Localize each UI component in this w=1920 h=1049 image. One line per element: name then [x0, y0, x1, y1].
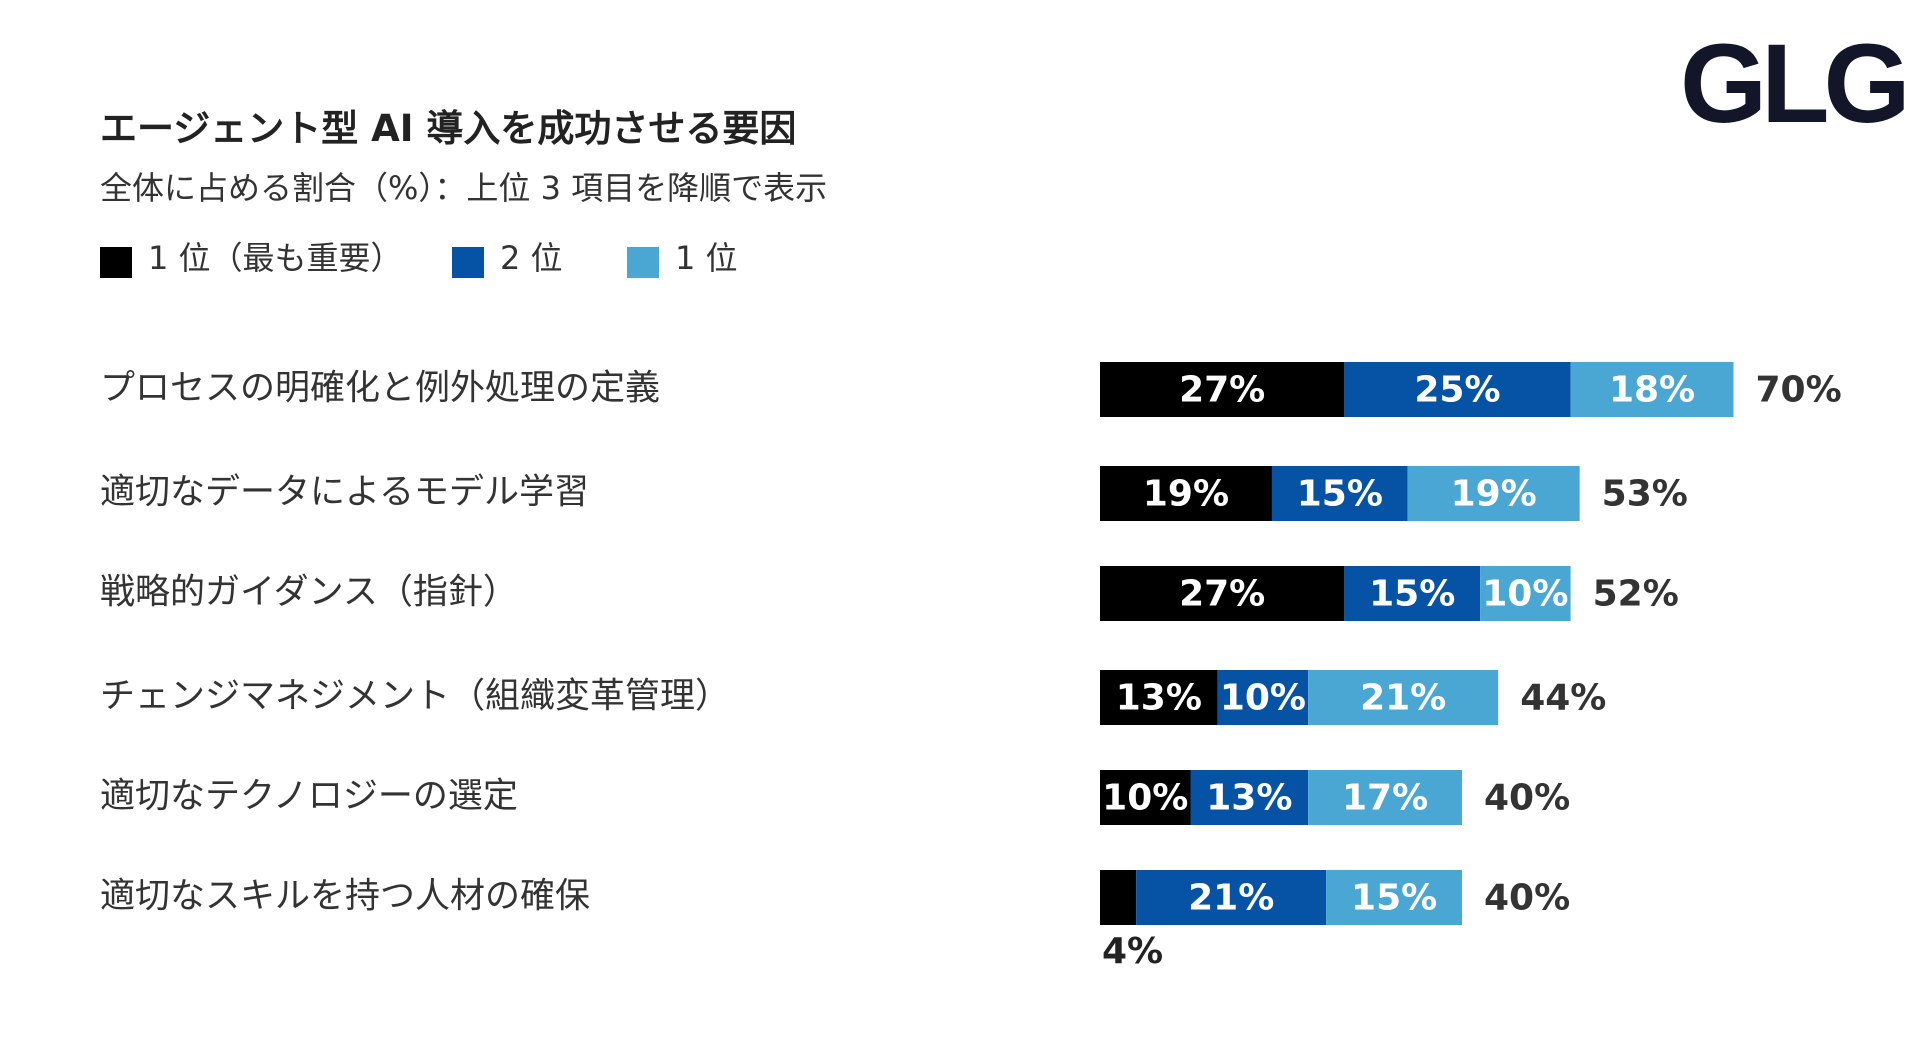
segment-value-label: 21% [1360, 678, 1446, 719]
segment-value-label: 10% [1482, 574, 1568, 615]
segment-value-label: 15% [1297, 474, 1383, 515]
bar-segment [1100, 770, 1191, 825]
segment-value-label: 17% [1342, 778, 1428, 819]
bar-segment [1100, 870, 1137, 925]
category-label: プロセスの明確化と例外処理の定義 [100, 369, 660, 409]
bar-segment [1344, 566, 1481, 621]
segment-value-label: 10% [1102, 778, 1188, 819]
chart-subtitle: 全体に占める割合（%）：上位 3 項目を降順で表示 [100, 169, 828, 207]
total-value-label: 53% [1602, 474, 1688, 515]
segment-value-label: 4% [1102, 931, 1163, 972]
bar-segment [1100, 466, 1272, 521]
category-label: 適切なスキルを持つ人材の確保 [100, 877, 590, 917]
segment-value-label: 27% [1179, 574, 1265, 615]
total-value-label: 70% [1756, 370, 1842, 411]
segment-value-label: 21% [1188, 878, 1274, 919]
total-value-label: 52% [1593, 574, 1679, 615]
segment-value-label: 13% [1206, 778, 1292, 819]
bar-segment [1190, 770, 1309, 825]
bar-segment [1407, 466, 1580, 521]
legend-swatch-rank2 [452, 247, 484, 278]
total-value-label: 40% [1484, 878, 1570, 919]
bar-segment [1100, 670, 1218, 725]
segment-value-label: 13% [1116, 678, 1202, 719]
segment-value-label: 19% [1451, 474, 1537, 515]
segment-value-label: 25% [1414, 370, 1500, 411]
legend-label-rank2: 2 位 [500, 239, 563, 277]
legend-label-rank1: 1 位（最も重要） [148, 239, 403, 277]
total-value-label: 40% [1484, 778, 1570, 819]
bar-segment [1100, 362, 1345, 417]
legend-label-rank3: 1 位 [675, 239, 738, 277]
bar-segment [1136, 870, 1327, 925]
category-label: 戦略的ガイダンス（指針） [100, 573, 518, 613]
bar-segment [1326, 870, 1462, 925]
bar-segment [1271, 466, 1408, 521]
legend-swatch-rank1 [100, 247, 132, 278]
category-label: チェンジマネジメント（組織変革管理） [100, 677, 730, 717]
glg-logo: GLG [1680, 21, 1911, 146]
segment-value-label: 10% [1220, 678, 1306, 719]
category-label: 適切なデータによるモデル学習 [100, 473, 589, 513]
legend-swatch-rank3 [627, 247, 659, 278]
bar-segment [1344, 362, 1571, 417]
bar-segment [1217, 670, 1309, 725]
chart-title: エージェント型 AI 導入を成功させる要因 [100, 107, 797, 150]
bar-segment [1308, 670, 1499, 725]
segment-value-label: 19% [1143, 474, 1229, 515]
bar-segment [1308, 770, 1462, 825]
segment-value-label: 27% [1179, 370, 1265, 411]
total-value-label: 44% [1520, 678, 1606, 719]
bar-segment [1480, 566, 1571, 621]
segment-value-label: 15% [1351, 878, 1437, 919]
bar-segment [1570, 362, 1734, 417]
segment-value-label: 18% [1609, 370, 1695, 411]
bar-segment [1100, 566, 1345, 621]
category-label: 適切なテクノロジーの選定 [100, 777, 518, 817]
segment-value-label: 15% [1369, 574, 1455, 615]
